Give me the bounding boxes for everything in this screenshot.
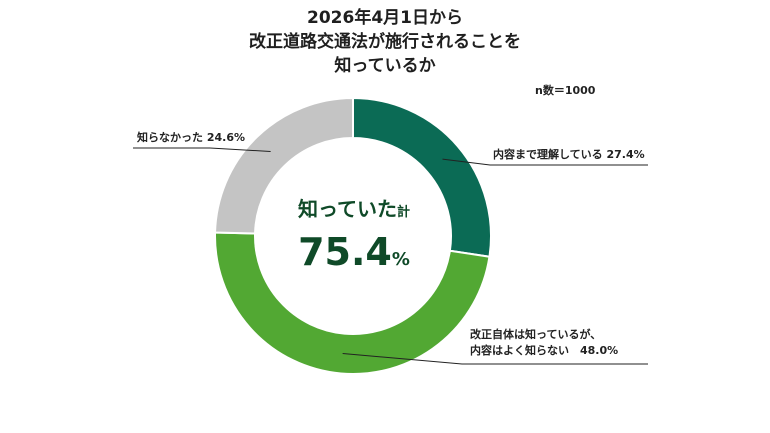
slice-aware-only xyxy=(214,231,491,375)
slice-label-unaware: 知らなかった 24.6% xyxy=(137,130,245,146)
donut-slices xyxy=(214,96,492,375)
chart-title: 2026年4月1日から 改正道路交通法が施行されることを 知っているか xyxy=(185,6,585,78)
slice-label-aware-only-line-1: 改正自体は知っているが、 xyxy=(470,328,602,341)
slice-label-aware-only: 改正自体は知っているが、 内容はよく知らない 48.0% xyxy=(470,327,618,359)
center-value-unit: % xyxy=(391,249,410,270)
center-caption-suffix: 計 xyxy=(396,205,410,220)
slice-label-unaware-line-1: 知らなかった 24.6% xyxy=(137,131,245,144)
leader-understand xyxy=(442,158,648,166)
chart-title-line-1: 2026年4月1日から xyxy=(307,8,463,28)
leader-lines xyxy=(133,147,648,365)
chart-title-line-3: 知っているか xyxy=(334,56,436,76)
slice-label-understand-line-1: 内容まで理解している 27.4% xyxy=(493,148,645,161)
leader-aware-only xyxy=(342,353,648,365)
sample-size-label: n数＝1000 xyxy=(535,84,596,97)
slice-label-aware-only-line-2: 内容はよく知らない 48.0% xyxy=(470,344,619,357)
chart-title-line-2: 改正道路交通法が施行されることを xyxy=(249,32,521,52)
slice-unaware xyxy=(214,96,354,235)
center-total-value: 75.4% xyxy=(264,228,444,284)
center-caption: 知っていた計 xyxy=(264,196,444,226)
center-value-number: 75.4 xyxy=(298,230,392,274)
center-total-label: 知っていた計 75.4% xyxy=(264,196,444,284)
leader-unaware xyxy=(133,147,271,153)
center-caption-main: 知っていた xyxy=(297,197,397,221)
slice-label-understand: 内容まで理解している 27.4% xyxy=(493,147,645,163)
